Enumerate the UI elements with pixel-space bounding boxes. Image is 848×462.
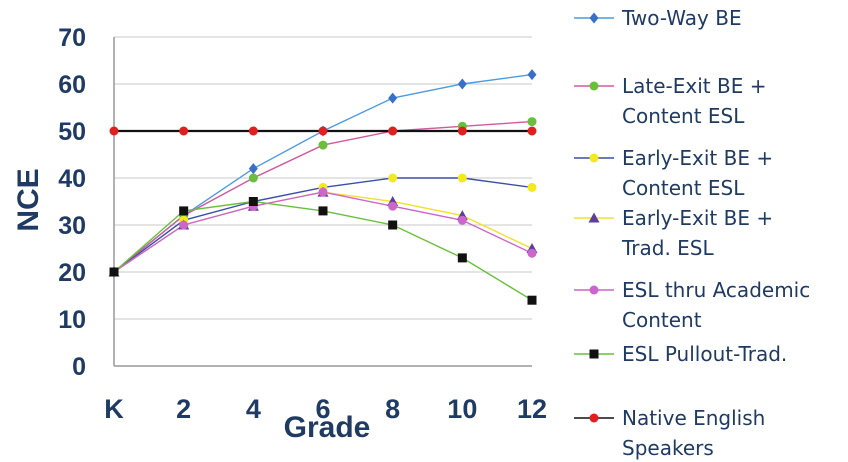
legend-label: ESL Pullout-Trad. — [622, 342, 787, 366]
data-point — [527, 126, 537, 136]
legend-label: Early-Exit BE + — [622, 146, 773, 170]
x-tick-label: 8 — [385, 394, 400, 424]
data-point — [179, 126, 189, 136]
data-point — [318, 140, 328, 150]
legend-item: Early-Exit BE + Trad. ESL — [574, 206, 773, 260]
legend-label: Content — [622, 308, 702, 332]
data-point — [527, 295, 537, 305]
data-point — [589, 285, 599, 295]
data-point — [318, 206, 328, 216]
data-point — [589, 81, 599, 91]
data-point — [589, 12, 599, 24]
data-point — [527, 182, 537, 192]
axes — [113, 37, 532, 367]
legend-label: Content ESL — [622, 176, 745, 200]
data-point — [589, 349, 599, 359]
legend-item: Native English Speakers — [574, 406, 765, 460]
data-point — [388, 201, 398, 211]
tick-labels: 0 10 20 30 40 50 60 70 K 2 4 6 8 10 12 — [58, 24, 547, 424]
x-tick-label: 4 — [246, 394, 261, 424]
data-point — [179, 220, 189, 230]
data-point — [388, 126, 398, 136]
series-line — [113, 200, 533, 301]
data-point — [388, 173, 398, 183]
legend-item: ESL Pullout-Trad. — [574, 342, 787, 366]
data-point — [589, 413, 599, 423]
legend-label: Native English — [622, 406, 765, 430]
y-tick-label: 30 — [58, 212, 86, 240]
legend-label: ESL thru Academic — [622, 278, 810, 302]
y-tick-label: 50 — [58, 118, 86, 146]
data-point — [457, 253, 467, 263]
y-tick-label: 40 — [58, 165, 86, 193]
series-line — [113, 191, 533, 273]
legend-label: Late-Exit BE + — [622, 74, 766, 98]
x-tick-label: 10 — [447, 394, 477, 424]
y-tick-label: 20 — [58, 259, 86, 287]
data-point — [527, 248, 537, 258]
x-tick-label: K — [104, 394, 124, 424]
data-point — [318, 187, 328, 197]
data-point — [457, 78, 467, 90]
y-axis-label: NCE — [12, 168, 45, 231]
legend-label: Content ESL — [622, 104, 745, 128]
data-point — [527, 117, 537, 127]
data-point — [248, 173, 258, 183]
series-markers — [108, 69, 538, 305]
legend-label: Two-Way BE — [621, 6, 742, 30]
data-point — [179, 206, 189, 216]
x-tick-label: 6 — [315, 394, 330, 424]
data-point — [109, 267, 119, 277]
data-point — [457, 215, 467, 225]
y-tick-label: 60 — [58, 71, 86, 99]
legend-item: Late-Exit BE + Content ESL — [574, 74, 766, 128]
series-line — [113, 73, 533, 273]
series-line — [113, 191, 533, 273]
data-point — [388, 92, 398, 104]
legend-item: ESL thru Academic Content — [574, 278, 810, 332]
legend-label: Trad. ESL — [621, 236, 714, 260]
legend-label: Early-Exit BE + — [622, 206, 773, 230]
legend-item: Early-Exit BE + Content ESL — [574, 146, 773, 200]
legend-item: Two-Way BE — [574, 6, 742, 30]
x-tick-label: 12 — [517, 394, 547, 424]
legend-label: Speakers — [622, 436, 714, 460]
x-axis-label: Grade — [284, 411, 371, 444]
y-tick-label: 70 — [58, 24, 86, 52]
data-point — [588, 212, 600, 223]
data-point — [457, 173, 467, 183]
data-point — [109, 126, 119, 136]
data-point — [589, 153, 599, 163]
data-point — [248, 197, 258, 206]
data-point — [388, 220, 398, 230]
data-point — [527, 69, 537, 81]
gridlines — [114, 36, 532, 367]
data-point — [248, 126, 258, 136]
y-tick-label: 10 — [58, 306, 86, 334]
x-tick-label: 2 — [176, 394, 191, 424]
y-tick-label: 0 — [72, 353, 86, 381]
data-point — [457, 126, 467, 136]
data-point — [248, 163, 258, 175]
data-point — [318, 126, 328, 136]
